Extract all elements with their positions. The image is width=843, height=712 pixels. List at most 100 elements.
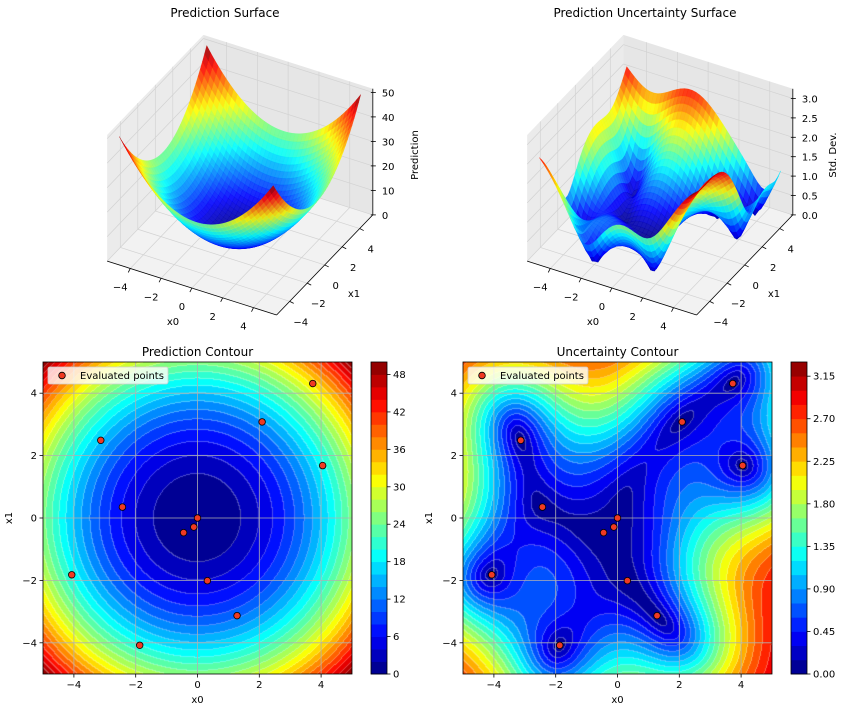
x1-tick-label: 0 xyxy=(333,281,339,292)
x-axis-label: x0 xyxy=(191,695,203,706)
colorbar-band xyxy=(791,560,807,576)
evaluated-point xyxy=(556,641,564,649)
x-tick-label: 2 xyxy=(256,680,262,691)
x-tick-label: 4 xyxy=(318,680,324,691)
plot-title: Prediction Uncertainty Surface xyxy=(553,6,736,20)
x-tick-label: 2 xyxy=(676,680,682,691)
pane-gridline xyxy=(623,63,793,119)
y-tick-label: 2 xyxy=(451,451,457,462)
x0-tick-label: 4 xyxy=(240,322,246,333)
y-tick-label: −2 xyxy=(442,576,457,587)
x0-tick xyxy=(189,287,193,293)
x-tick-label: −4 xyxy=(67,680,82,691)
colorbar-band xyxy=(371,411,387,425)
x0-tick xyxy=(251,307,254,312)
x1-tick xyxy=(289,300,294,304)
z-tick-label: 10 xyxy=(382,186,395,197)
pane-gridline xyxy=(526,63,624,165)
evaluated-point xyxy=(488,571,496,579)
colorbar-band xyxy=(371,636,387,650)
colorbar-tick-label: 1.35 xyxy=(813,542,835,553)
surface-facet xyxy=(269,185,276,195)
evaluated-point xyxy=(653,611,661,620)
colorbar-band xyxy=(791,588,807,604)
x1-tick-label: 2 xyxy=(350,263,356,274)
plot-frame xyxy=(42,361,353,675)
x1-tick-label: −2 xyxy=(731,299,746,310)
colorbar-band xyxy=(371,511,387,525)
pane-gridline xyxy=(106,87,204,188)
uncertainty-contour-plot xyxy=(459,361,811,678)
evaluated-point xyxy=(729,379,737,388)
colorbar-tick-label: 3.15 xyxy=(813,372,835,383)
x0-tick-label: −2 xyxy=(564,292,579,303)
x0-tick xyxy=(547,268,551,273)
colorbar-band xyxy=(791,432,807,448)
colorbar-frame xyxy=(790,361,808,675)
y-axis-label: x1 xyxy=(4,512,15,524)
plot-frame xyxy=(462,361,773,675)
pane-gridline xyxy=(526,83,624,184)
legend-marker xyxy=(478,371,486,380)
x1-tick xyxy=(779,228,784,231)
y-axis-label: x1 xyxy=(424,512,435,524)
x0-tick-label: 0 xyxy=(599,302,605,313)
colorbar-frame xyxy=(370,361,388,675)
x0-tick xyxy=(609,287,613,293)
colorbar-band xyxy=(791,376,807,391)
evaluated-point xyxy=(179,528,188,537)
x0-tick-label: −2 xyxy=(144,292,159,303)
z-tick-label: 2.0 xyxy=(802,133,818,144)
colorbar-tick-label: 36 xyxy=(393,445,406,456)
colorbar-band xyxy=(371,524,387,538)
z-tick-label: 0.5 xyxy=(802,192,818,203)
colorbar-tick-label: 12 xyxy=(393,595,406,606)
colorbar-tick-label: 18 xyxy=(393,557,406,568)
evaluated-point xyxy=(517,436,525,445)
pane-gridline xyxy=(203,38,373,93)
pane-gridline xyxy=(623,44,793,99)
evaluated-point xyxy=(68,571,76,579)
x1-tick-label: 2 xyxy=(770,263,776,274)
colorbar-band xyxy=(791,659,807,675)
colorbar-band xyxy=(791,617,807,632)
x1-tick-label: −4 xyxy=(713,317,728,328)
y-tick-label: 0 xyxy=(451,514,457,525)
colorbar-band xyxy=(791,390,807,405)
z-tick-label: 20 xyxy=(382,162,395,173)
x0-tick xyxy=(158,278,162,283)
evaluated-point xyxy=(613,514,622,522)
evaluated-point xyxy=(318,461,327,470)
colorbar-band xyxy=(371,661,387,675)
legend-box xyxy=(467,366,589,385)
colorbar-tick-label: 2.25 xyxy=(813,457,835,468)
x1-tick xyxy=(359,228,364,231)
pane-gridline xyxy=(673,207,770,308)
colorbar-band xyxy=(791,645,807,661)
colorbar-band xyxy=(791,418,807,434)
evaluated-point xyxy=(610,523,618,531)
x1-tick xyxy=(324,264,329,268)
colorbar-tick-label: 48 xyxy=(393,370,406,381)
colorbar-band xyxy=(791,475,807,491)
evaluated-point xyxy=(193,514,202,522)
colorbar-tick-label: 1.80 xyxy=(813,499,835,510)
z-tick-label: 1.0 xyxy=(802,172,818,183)
legend-label: Evaluated points xyxy=(80,371,164,382)
colorbar-band xyxy=(371,624,387,637)
colorbar-band xyxy=(371,436,387,450)
x1-tick-label: −2 xyxy=(311,299,326,310)
colorbar-band xyxy=(791,503,807,519)
x1-tick xyxy=(307,282,312,286)
x0-axis-label: x0 xyxy=(587,317,599,328)
x1-tick-label: 4 xyxy=(788,245,794,256)
pane-gridline xyxy=(106,38,204,139)
y-tick-label: 2 xyxy=(31,451,37,462)
z-tick-label: 2.5 xyxy=(802,114,818,125)
colorbar-band xyxy=(371,574,387,588)
colorbar-tick-label: 6 xyxy=(393,632,399,643)
colorbar-tick-label: 42 xyxy=(393,407,406,418)
z-tick-label: 1.5 xyxy=(802,153,818,164)
